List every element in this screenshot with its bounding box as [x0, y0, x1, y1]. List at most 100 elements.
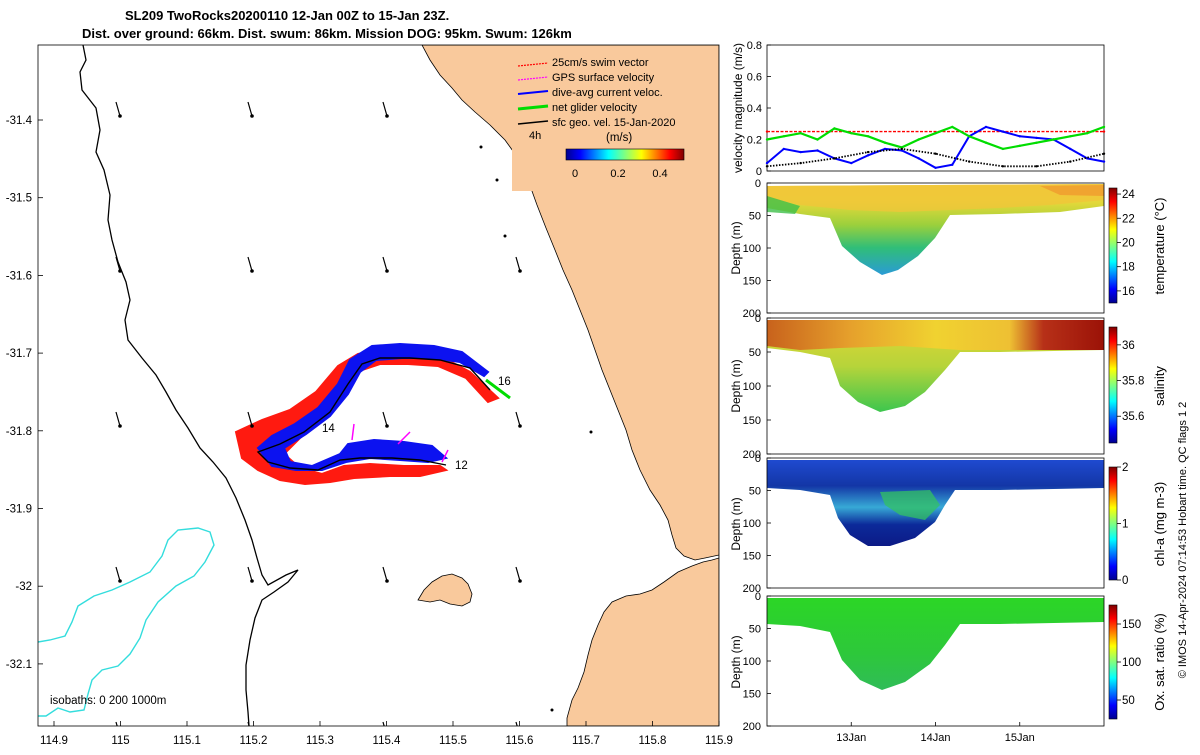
velocity-data-point [1001, 130, 1005, 133]
velocity-y-tick-label: 0.4 [747, 103, 762, 115]
small-island [589, 430, 593, 434]
velocity-data-point [1069, 147, 1072, 151]
velocity-data-point [765, 130, 769, 133]
depth-y-tick-label: 100 [743, 243, 761, 255]
temperature-surface-layer [767, 184, 1104, 212]
oxygen-panel: 0 50 100 150 200 Depth (m) 150 100 50 Ox. sat.… [729, 591, 1167, 744]
map-frame [37, 44, 720, 727]
chla-ylabel: Depth (m) [729, 497, 743, 550]
chla-panel: 0 50 100 150 200 Depth (m) 2 1 0 chl-a (mg m-3… [729, 453, 1167, 595]
depth-y-tick-label: 50 [749, 347, 761, 359]
sfc-geo-arrow [247, 411, 253, 427]
legend-label-net-glider-velocity: net glider velocity [552, 102, 637, 114]
sfc-geo-arrowhead [385, 269, 389, 273]
depth-y-tick-label: 0 [755, 591, 761, 603]
sfc-geo-arrow [515, 256, 521, 272]
velocity-data-point [900, 147, 903, 151]
gps-velocity-arrow [397, 431, 411, 445]
velocity-data-point [934, 132, 937, 135]
sfc-geo-arrow [247, 101, 253, 117]
velocity-data-point [1102, 125, 1106, 129]
oxygen-colorbar-ticks: 150 100 50 [1117, 619, 1141, 707]
island [417, 573, 473, 607]
sfc-geo-arrowhead [118, 424, 122, 428]
time-x-axis: 13Jan 14Jan 15Jan [836, 722, 1035, 744]
velocity-data-point [951, 125, 954, 129]
credit-text: © IMOS 14-Apr-2024 07:14:53 Hobart time.… [1177, 402, 1189, 679]
map-y-tick-label: -31.4 [6, 115, 33, 127]
track-day-label: 16 [498, 376, 511, 388]
sfc-geo-arrow [115, 256, 121, 272]
velocity-data-point [951, 163, 954, 166]
temperature-panel: 0 50 100 150 200 Depth (m) 24 22 20 18 16 temper… [729, 178, 1167, 320]
sfc-geo-arrow [382, 101, 388, 117]
velocity-y-axis: 0 0.2 0.4 0.6 0.8 [747, 40, 771, 178]
sfc-geo-arrow [115, 566, 121, 582]
depth-y-tick-label: 200 [743, 449, 761, 461]
velocity-data-point [1018, 135, 1021, 138]
depth-y-tick-label: 50 [749, 486, 761, 498]
depth-y-tick-label: 50 [749, 211, 761, 223]
map-x-tick-label: 115.8 [639, 735, 667, 747]
sfc-geo-arrow [382, 256, 388, 272]
sfc-geo-arrowhead [250, 579, 254, 583]
map-y-tick-label: -32.1 [6, 659, 32, 671]
isobath-1000m [38, 527, 215, 717]
legend-marker-gps-velocity [517, 76, 549, 81]
sfc-geo-arrow [515, 721, 518, 726]
map-x-tick-label: 115.5 [439, 735, 467, 747]
sfc-geo-arrowhead [518, 579, 522, 583]
time-x-tick-label: 13Jan [836, 732, 866, 744]
salinity-panel: 0 50 100 150 200 Depth (m) 36 35.8 35.6 salini… [729, 313, 1167, 461]
small-island [495, 178, 499, 182]
depth-y-tick-label: 100 [743, 656, 761, 668]
velocity-data-point [1102, 130, 1106, 133]
gps-velocity-arrow [441, 449, 449, 463]
map-x-tick-label: 115 [111, 735, 129, 747]
legend-label-gps-velocity: GPS surface velocity [552, 72, 655, 84]
velocity-plot-area [766, 44, 1105, 172]
depth-y-tick-label: 100 [743, 518, 761, 530]
map-x-tick-label: 115.1 [173, 735, 201, 747]
velocity-data-point [984, 141, 988, 144]
sfc-geo-arrowhead [118, 114, 122, 118]
legend-marker-swim-vector [517, 62, 549, 67]
map-legend: 25cm/s swim vector GPS surface velocity … [512, 53, 702, 191]
depth-y-tick-label: 150 [743, 689, 761, 701]
sfc-geo-arrowhead [250, 269, 254, 273]
colorbar-tick-label: 0 [1122, 575, 1128, 587]
track-day-label: 12 [455, 460, 468, 472]
sfc-geo-arrow [115, 411, 121, 427]
legend-marker-sfc-geo-velocity [517, 120, 549, 125]
velocity-data-point [799, 150, 802, 154]
depth-y-tick-label: 50 [749, 624, 761, 636]
oxygen-field [767, 598, 1104, 690]
salinity-colorbar [1108, 326, 1118, 444]
sfc-geo-arrow [382, 721, 385, 726]
sfc-geo-arrowhead [118, 269, 122, 273]
time-x-tick-label: 14Jan [921, 732, 951, 744]
sfc-geo-arrow [115, 101, 121, 117]
colorbar-tick-label: 2 [1122, 462, 1128, 474]
sfc-geo-arrowhead [518, 269, 522, 273]
small-island [550, 708, 554, 712]
velocity-data-point [833, 157, 836, 160]
velocity-data-point [782, 147, 785, 151]
chla-green-patch [880, 490, 940, 520]
map-x-tick-label: 115.2 [240, 735, 268, 747]
velocity-data-point [934, 152, 937, 155]
colorbar-tick-label: 100 [1122, 657, 1141, 669]
chla-colorbar [1108, 466, 1118, 581]
oxygen-colorbar [1108, 604, 1118, 720]
velocity-data-point [1001, 165, 1005, 168]
colorbar-tick-label: 150 [1122, 619, 1141, 631]
map-y-axis: -31.4 -31.5 -31.6 -31.7 -31.8 -31.9 -32 -32.1 [6, 115, 43, 671]
oxygen-ylabel: Depth (m) [729, 635, 743, 688]
sfc-geo-arrow [247, 566, 253, 582]
legend-label-swim-vector: 25cm/s swim vector [552, 57, 649, 69]
velocity-data-point [1069, 135, 1072, 138]
temperature-colorbar-ticks: 24 22 20 18 16 [1117, 189, 1135, 298]
chla-colorbar-label: chl-a (mg m-3) [1152, 482, 1167, 567]
velocity-data-point [782, 135, 785, 138]
